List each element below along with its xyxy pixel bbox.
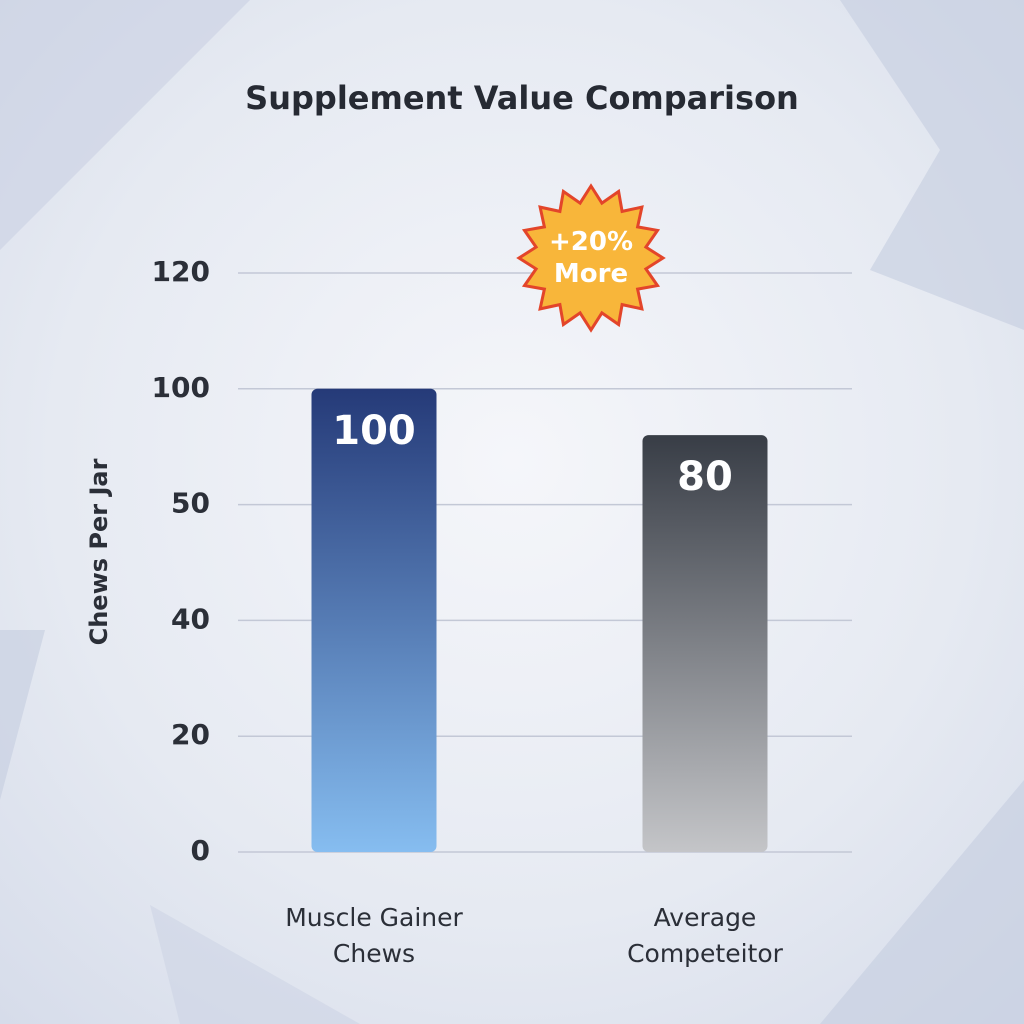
y-axis-label: Chews Per Jar (85, 458, 113, 645)
value-label: 80 (677, 454, 733, 500)
badge (516, 183, 666, 333)
bg-shape (0, 630, 45, 800)
y-tick-label: 100 (152, 371, 210, 404)
y-tick-label: 20 (171, 718, 210, 751)
bg-shape (820, 780, 1024, 1024)
y-tick-label: 0 (191, 834, 210, 867)
chart-title: Supplement Value Comparison (245, 79, 799, 117)
y-tick-label: 50 (171, 487, 210, 520)
bg-shape (840, 0, 1024, 330)
bg-shape (0, 0, 250, 250)
x-tick-label: Muscle Gainer Chews (285, 903, 463, 968)
value-label: 100 (332, 408, 416, 454)
annotation: +20% More (548, 227, 634, 289)
bg-shape (150, 905, 360, 1024)
x-tick-label: Average Competeitor (627, 903, 783, 968)
bar (311, 388, 437, 852)
y-tick-label: 120 (152, 255, 210, 288)
bar (642, 435, 768, 852)
y-tick-label: 40 (171, 602, 210, 635)
